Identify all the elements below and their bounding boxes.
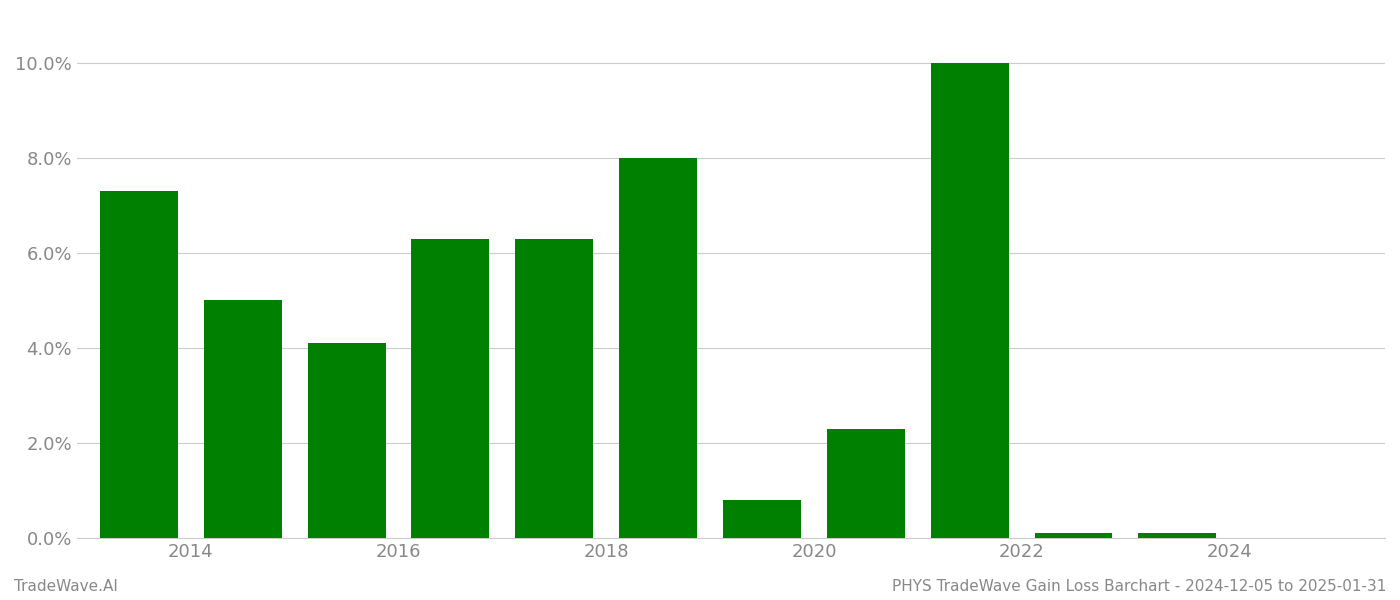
Bar bbox=[515, 239, 594, 538]
Bar bbox=[619, 158, 697, 538]
Bar bbox=[99, 191, 178, 538]
Bar bbox=[412, 239, 490, 538]
Bar bbox=[931, 62, 1008, 538]
Bar bbox=[204, 301, 281, 538]
Text: TradeWave.AI: TradeWave.AI bbox=[14, 579, 118, 594]
Bar bbox=[827, 429, 904, 538]
Bar bbox=[722, 500, 801, 538]
Bar bbox=[1035, 533, 1113, 538]
Bar bbox=[1138, 533, 1217, 538]
Text: PHYS TradeWave Gain Loss Barchart - 2024-12-05 to 2025-01-31: PHYS TradeWave Gain Loss Barchart - 2024… bbox=[892, 579, 1386, 594]
Bar bbox=[308, 343, 385, 538]
